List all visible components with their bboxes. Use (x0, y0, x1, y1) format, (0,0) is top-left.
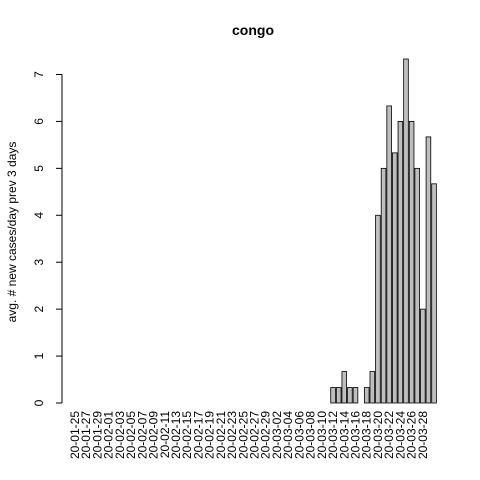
x-tick-label: 20-02-15 (180, 411, 194, 459)
y-tick-label: 2 (32, 305, 46, 312)
x-tick-label: 20-02-11 (158, 411, 172, 458)
y-axis-label: avg. # new cases/day prev 3 days (5, 142, 19, 323)
bar (420, 308, 426, 404)
x-tick-label: 20-03-08 (304, 411, 318, 459)
bar (335, 387, 342, 404)
bar (363, 387, 370, 404)
x-tick-label: 20-02-03 (113, 411, 127, 459)
x-tick-label: 20-03-04 (281, 411, 295, 459)
x-tick-label: 20-03-16 (349, 411, 363, 459)
bar (330, 387, 336, 404)
x-tick-label: 20-03-12 (326, 411, 340, 459)
x-tick-label: 20-02-01 (102, 411, 116, 459)
x-tick-label: 20-02-05 (124, 411, 138, 459)
y-tick-label: 7 (32, 71, 46, 78)
bar (386, 105, 392, 404)
x-tick-label: 20-01-29 (90, 411, 104, 459)
x-tick-label: 20-03-26 (405, 411, 419, 459)
y-tick-label: 1 (32, 352, 46, 359)
x-tick-label: 20-02-25 (236, 411, 250, 459)
x-tick-label: 20-02-29 (259, 411, 273, 459)
bar (341, 371, 348, 404)
bar (375, 214, 381, 404)
x-tick-label: 20-03-10 (315, 411, 329, 459)
y-tick-label: 4 (32, 212, 46, 219)
x-tick-label: 20-03-06 (292, 411, 306, 459)
bar (380, 167, 387, 404)
bar (392, 152, 398, 404)
x-tick-label: 20-01-27 (79, 411, 93, 459)
x-tick-label: 20-03-24 (393, 411, 407, 459)
bar (369, 371, 376, 404)
y-tick-label: 5 (32, 165, 46, 172)
x-tick-label: 20-02-27 (248, 411, 262, 459)
x-tick-label: 20-03-20 (371, 411, 385, 459)
x-tick-label: 20-02-09 (147, 411, 161, 459)
x-tick-label: 20-02-07 (135, 411, 149, 459)
x-tick-label: 20-02-13 (169, 411, 183, 459)
y-tick-label: 6 (32, 118, 46, 125)
x-tick-label: 20-03-02 (270, 411, 284, 459)
x-tick-label: 20-02-21 (214, 411, 228, 459)
x-tick-label: 20-03-14 (337, 411, 351, 459)
bar (397, 121, 404, 404)
y-tick-label: 3 (32, 259, 46, 266)
bar (352, 387, 359, 404)
x-tick-label: 20-03-28 (416, 411, 430, 459)
x-tick-label: 20-03-22 (382, 411, 396, 459)
bar (408, 121, 415, 404)
bar (431, 183, 437, 404)
chart-title: congo (232, 22, 274, 38)
x-tick-label: 20-02-17 (191, 411, 205, 459)
bar (414, 167, 420, 404)
bar (425, 136, 432, 404)
x-tick-label: 20-02-23 (225, 411, 239, 459)
bar (347, 387, 353, 404)
y-tick-label: 0 (32, 399, 46, 406)
x-tick-label: 20-01-25 (68, 411, 82, 459)
bar (403, 58, 409, 404)
x-tick-label: 20-02-19 (203, 411, 217, 459)
x-tick-label: 20-03-18 (360, 411, 374, 459)
